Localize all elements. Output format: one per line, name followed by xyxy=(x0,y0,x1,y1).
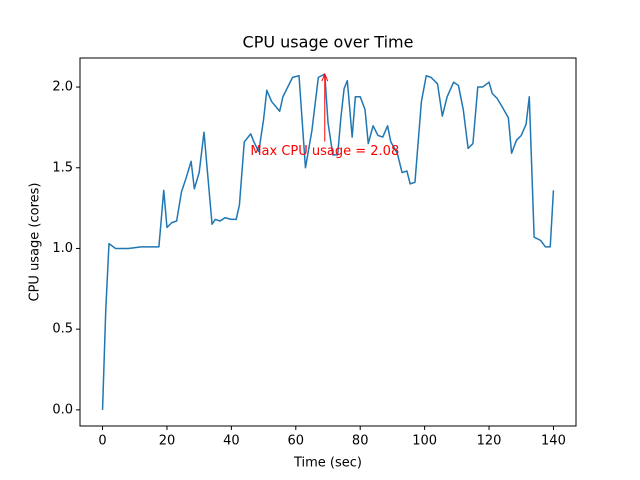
y-tick-label: 0.0 xyxy=(52,402,73,417)
x-tick-label: 60 xyxy=(288,434,305,449)
x-tick-label: 0 xyxy=(98,434,106,449)
x-tick-label: 20 xyxy=(159,434,176,449)
x-tick-label: 80 xyxy=(352,434,369,449)
x-tick-label: 140 xyxy=(541,434,566,449)
data-line xyxy=(101,73,555,410)
y-tick-label: 2.0 xyxy=(52,80,73,95)
annotation-arrowhead xyxy=(321,72,329,82)
x-axis-label: Time (sec) xyxy=(293,456,362,471)
x-tick-label: 120 xyxy=(477,434,502,449)
plot-frame xyxy=(79,57,577,427)
y-tick-label: 1.5 xyxy=(52,160,73,175)
y-tick-label: 0.5 xyxy=(52,322,73,337)
y-tick-label: 1.0 xyxy=(52,241,73,256)
x-tick-label: 40 xyxy=(223,434,240,449)
x-tick-label: 100 xyxy=(412,434,437,449)
y-axis-label: CPU usage (cores) xyxy=(28,183,43,302)
chart-title: CPU usage over Time xyxy=(243,33,414,52)
annotation-text: Max CPU usage = 2.08 xyxy=(250,144,399,159)
